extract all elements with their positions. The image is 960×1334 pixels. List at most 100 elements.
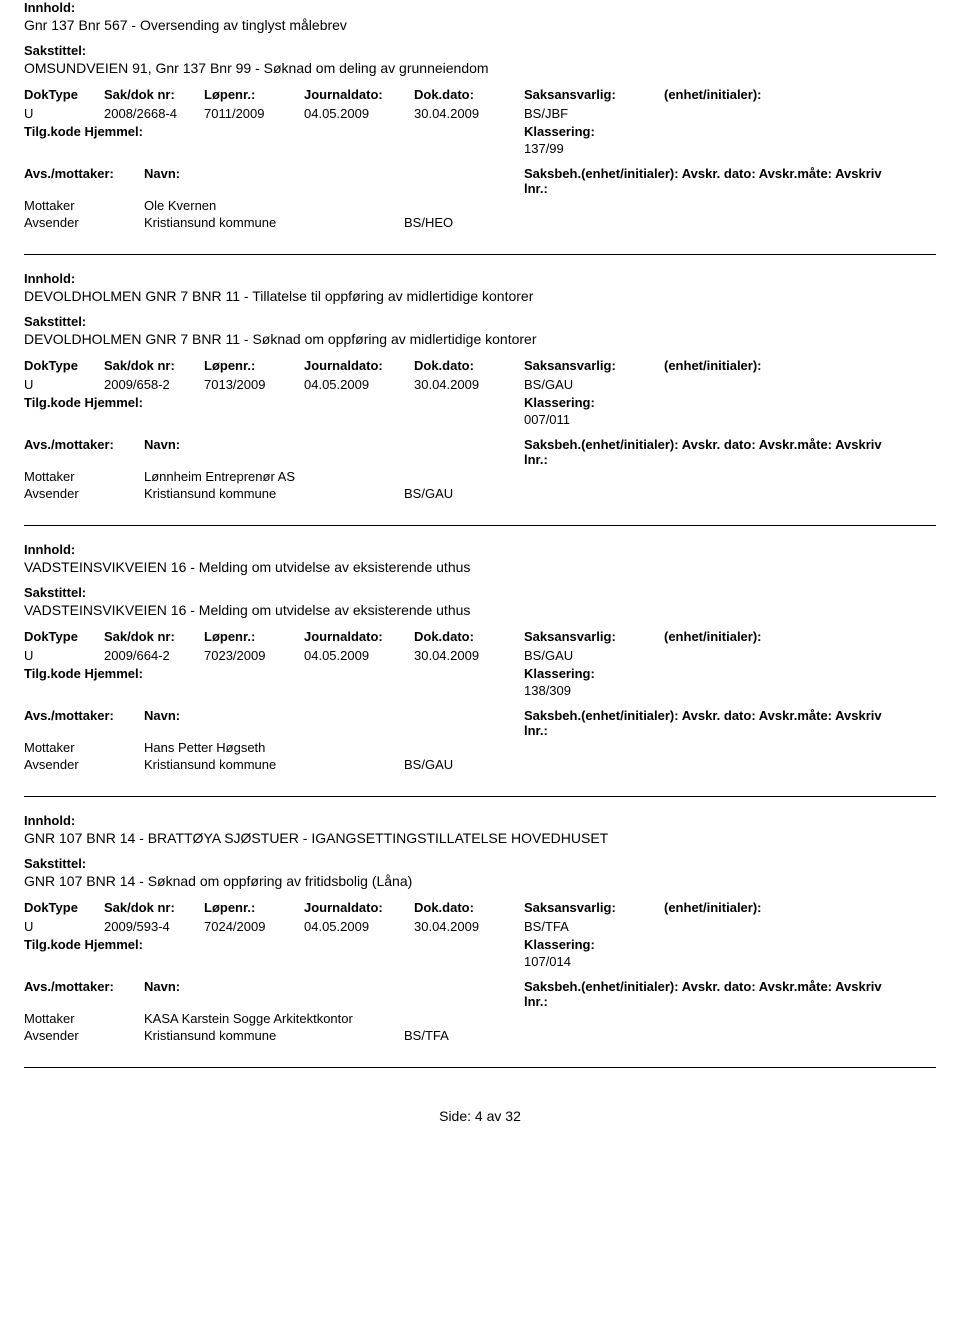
sakdok-header: Sak/dok nr: [104,86,204,103]
saksansvarlig-header: Saksansvarlig: [524,899,664,916]
avs-header-row: Avs./mottaker: Navn: Saksbeh.(enhet/init… [24,166,936,196]
saksansvarlig-value: BS/TFA [524,918,664,935]
sakstittel-label: Sakstittel: [24,43,936,58]
avs-header-row: Avs./mottaker: Navn: Saksbeh.(enhet/init… [24,437,936,467]
mottaker-navn: KASA Karstein Sogge Arkitektkontor [144,1011,404,1026]
saksbeh-label: Saksbeh.(enhet/initialer): Avskr. dato: … [524,166,904,196]
avsender-kode: BS/HEO [404,215,604,230]
lopenr-header: Løpenr.: [204,357,304,374]
avsmottaker-label: Avs./mottaker: [24,437,144,467]
doktype-header: DokType [24,357,104,374]
klassering-value: 107/014 [524,954,724,969]
mottaker-navn: Lønnheim Entreprenør AS [144,469,404,484]
saksansvarlig-header: Saksansvarlig: [524,357,664,374]
klassering-row: 137/99 [24,141,936,156]
journaldato-value: 04.05.2009 [304,918,414,935]
dokdato-header: Dok.dato: [414,628,524,645]
avsender-navn: Kristiansund kommune [144,757,404,772]
journaldato-header: Journaldato: [304,86,414,103]
dokdato-value: 30.04.2009 [414,918,524,935]
journal-entry: Innhold: DEVOLDHOLMEN GNR 7 BNR 11 - Til… [24,271,936,501]
enhet-header: (enhet/initialer): [664,628,824,645]
klassering-value: 138/309 [524,683,724,698]
avsmottaker-label: Avs./mottaker: [24,979,144,1009]
saksansvarlig-value: BS/GAU [524,647,664,664]
journaldato-value: 04.05.2009 [304,376,414,393]
tilgkode-label: Tilg.kode [24,395,81,410]
sakstittel-label: Sakstittel: [24,314,936,329]
doktype-value: U [24,918,104,935]
navn-label: Navn: [144,708,524,738]
mottaker-row: Mottaker KASA Karstein Sogge Arkitektkon… [24,1011,936,1026]
journal-entry: Innhold: VADSTEINSVIKVEIEN 16 - Melding … [24,542,936,772]
enhet-value [664,647,824,664]
klassering-value: 137/99 [524,141,724,156]
header-row: DokType Sak/dok nr: Løpenr.: Journaldato… [24,357,936,374]
enhet-value [664,918,824,935]
klassering-label-row: Tilg.kode Hjemmel: Klassering: [24,666,936,681]
side-label: Side: [439,1108,471,1124]
mottaker-label: Mottaker [24,469,144,484]
avsender-row: Avsender Kristiansund kommune BS/GAU [24,757,936,772]
tilgkode-label: Tilg.kode [24,937,81,952]
saksbeh-label: Saksbeh.(enhet/initialer): Avskr. dato: … [524,437,904,467]
sakstittel-text: GNR 107 BNR 14 - Søknad om oppføring av … [24,873,936,889]
avsender-row: Avsender Kristiansund kommune BS/HEO [24,215,936,230]
doktype-value: U [24,647,104,664]
entry-divider [24,254,936,255]
sakdok-header: Sak/dok nr: [104,357,204,374]
klassering-label: Klassering: [524,395,724,410]
mottaker-label: Mottaker [24,1011,144,1026]
sakdok-value: 2009/658-2 [104,376,204,393]
saksansvarlig-header: Saksansvarlig: [524,86,664,103]
avsender-navn: Kristiansund kommune [144,486,404,501]
doktype-value: U [24,376,104,393]
saksansvarlig-value: BS/GAU [524,376,664,393]
journaldato-value: 04.05.2009 [304,105,414,122]
sakdok-value: 2009/664-2 [104,647,204,664]
enhet-value [664,376,824,393]
innhold-label: Innhold: [24,813,936,828]
mottaker-navn: Ole Kvernen [144,198,404,213]
dokdato-header: Dok.dato: [414,357,524,374]
innhold-text: GNR 107 BNR 14 - BRATTØYA SJØSTUER - IGA… [24,830,936,846]
avsender-navn: Kristiansund kommune [144,1028,404,1043]
klassering-label: Klassering: [524,124,724,139]
avsender-kode: BS/GAU [404,486,604,501]
klassering-value: 007/011 [524,412,724,427]
avsender-kode: BS/GAU [404,757,604,772]
klassering-row: 138/309 [24,683,936,698]
journaldato-value: 04.05.2009 [304,647,414,664]
sakdok-header: Sak/dok nr: [104,899,204,916]
navn-label: Navn: [144,979,524,1009]
lopenr-header: Løpenr.: [204,899,304,916]
tilgkode-label: Tilg.kode [24,666,81,681]
data-row: U 2009/593-4 7024/2009 04.05.2009 30.04.… [24,918,936,935]
dokdato-value: 30.04.2009 [414,647,524,664]
journaldato-header: Journaldato: [304,357,414,374]
klassering-row: 107/014 [24,954,936,969]
hjemmel-label: Hjemmel: [84,124,143,139]
lopenr-header: Løpenr.: [204,628,304,645]
innhold-text: DEVOLDHOLMEN GNR 7 BNR 11 - Tillatelse t… [24,288,936,304]
lopenr-value: 7011/2009 [204,105,304,122]
innhold-text: Gnr 137 Bnr 567 - Oversending av tinglys… [24,17,936,33]
klassering-label: Klassering: [524,666,724,681]
innhold-text: VADSTEINSVIKVEIEN 16 - Melding om utvide… [24,559,936,575]
mottaker-label: Mottaker [24,198,144,213]
avsmottaker-label: Avs./mottaker: [24,708,144,738]
doktype-header: DokType [24,86,104,103]
mottaker-row: Mottaker Ole Kvernen [24,198,936,213]
enhet-header: (enhet/initialer): [664,86,824,103]
sakstittel-text: OMSUNDVEIEN 91, Gnr 137 Bnr 99 - Søknad … [24,60,936,76]
data-row: U 2009/664-2 7023/2009 04.05.2009 30.04.… [24,647,936,664]
data-row: U 2008/2668-4 7011/2009 04.05.2009 30.04… [24,105,936,122]
lopenr-header: Løpenr.: [204,86,304,103]
hjemmel-label: Hjemmel: [84,937,143,952]
doktype-value: U [24,105,104,122]
dokdato-value: 30.04.2009 [414,105,524,122]
entry-divider [24,796,936,797]
avsender-label: Avsender [24,215,144,230]
entry-divider [24,1067,936,1068]
lopenr-value: 7024/2009 [204,918,304,935]
